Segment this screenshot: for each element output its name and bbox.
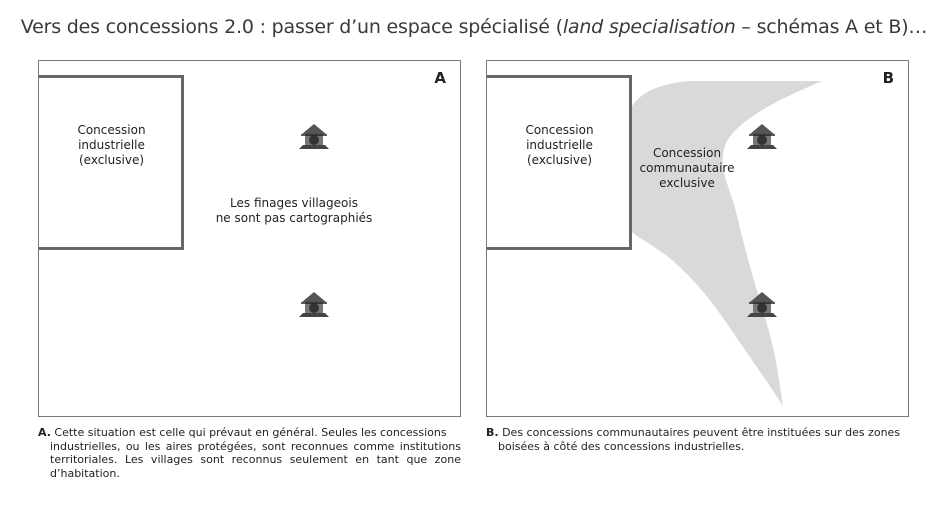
caption-a: A. Cette situation est celle qui prévaut… bbox=[38, 426, 461, 480]
title-italic: land specialisation bbox=[562, 16, 736, 38]
concession-line: (exclusive) bbox=[78, 153, 145, 167]
caption-b-letter: B. bbox=[486, 426, 499, 439]
caption-a-letter: A. bbox=[38, 426, 51, 439]
unmapped-village-lands-text: Les finages villageois ne sont pas carto… bbox=[204, 196, 384, 226]
caption-b-text-first: Des concessions communautaires peuvent ê… bbox=[502, 426, 901, 439]
title-suffix: – schémas A et B)… bbox=[735, 16, 928, 38]
schema-a-panel: A Concession industrielle (exclusive) Le… bbox=[38, 60, 461, 417]
schema-b-label: B bbox=[882, 69, 894, 87]
industrial-concession-a bbox=[39, 75, 184, 250]
concession-line: Concession bbox=[525, 123, 594, 137]
caption-a-text-first: Cette situation est celle qui prévaut en… bbox=[54, 426, 447, 439]
community-concession-label: Concession communautaire exclusive bbox=[627, 146, 747, 191]
caption-a-text-rest: industrielles, ou les aires protégées, s… bbox=[50, 439, 461, 480]
community-line: communautaire bbox=[639, 161, 735, 175]
center-line: Les finages villageois bbox=[230, 196, 358, 210]
village-hut-icon bbox=[747, 124, 777, 149]
village-hut-icon bbox=[299, 124, 329, 149]
concession-line: industrielle bbox=[78, 138, 145, 152]
industrial-concession-b bbox=[487, 75, 632, 250]
industrial-concession-b-label: Concession industrielle (exclusive) bbox=[487, 123, 632, 168]
schema-a-label: A bbox=[434, 69, 446, 87]
community-concession-area bbox=[632, 81, 822, 406]
community-concession-shape bbox=[632, 81, 822, 406]
concession-line: Concession bbox=[77, 123, 146, 137]
figure-title: Vers des concessions 2.0 : passer d’un e… bbox=[0, 16, 948, 38]
industrial-concession-a-label: Concession industrielle (exclusive) bbox=[39, 123, 184, 168]
caption-b: B. Des concessions communautaires peuven… bbox=[486, 426, 916, 453]
community-line: Concession bbox=[652, 146, 722, 160]
center-line: ne sont pas cartographiés bbox=[215, 211, 373, 225]
concession-line: (exclusive) bbox=[526, 153, 593, 167]
schema-b-panel: B Concession industrielle (exclusive) Co… bbox=[486, 60, 909, 417]
caption-b-text-rest: boisées à côté des concessions industrie… bbox=[498, 439, 745, 453]
community-line: exclusive bbox=[659, 176, 715, 190]
concession-line: industrielle bbox=[526, 138, 593, 152]
village-hut-icon bbox=[299, 292, 329, 317]
village-hut-icon bbox=[747, 292, 777, 317]
title-prefix: Vers des concessions 2.0 : passer d’un e… bbox=[20, 16, 563, 38]
